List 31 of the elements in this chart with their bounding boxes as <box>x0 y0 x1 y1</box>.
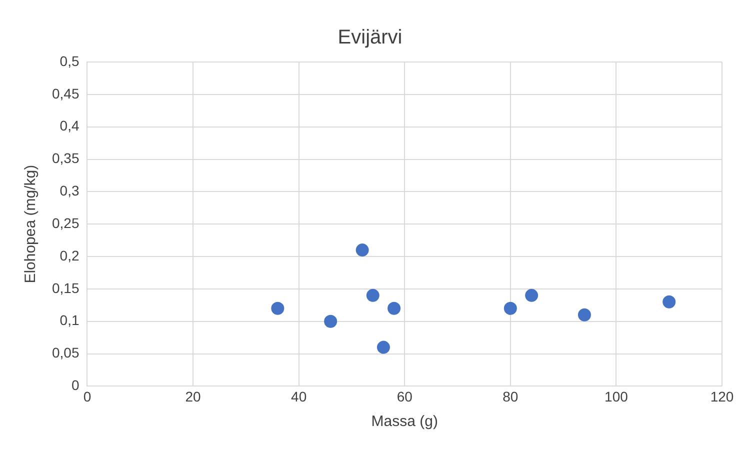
chart-title: Evijärvi <box>338 26 402 49</box>
x-tick-label: 0 <box>83 388 92 404</box>
point <box>366 288 380 302</box>
y-axis-title: Elohopea (mg/kg) <box>22 164 40 284</box>
point <box>356 244 369 257</box>
x-axis-title: Massa (g) <box>371 413 438 430</box>
y-tick-label: 0,2 <box>60 247 80 264</box>
x-tick-label: 100 <box>604 388 628 404</box>
y-tick-label: 0 <box>71 377 80 394</box>
point <box>376 340 390 354</box>
x-tick-label: 60 <box>396 388 413 404</box>
y-tick-label: 0,3 <box>60 182 80 199</box>
point <box>388 302 401 315</box>
point <box>662 295 676 308</box>
y-tick-label: 0,05 <box>52 344 80 361</box>
x-tick-label: 80 <box>502 388 518 404</box>
point <box>324 314 338 328</box>
y-tick-label: 0,25 <box>52 214 80 231</box>
y-tick-label: 0,15 <box>52 280 80 296</box>
y-tick-label: 0,4 <box>60 118 80 134</box>
y-tick-label: 0,35 <box>52 150 80 166</box>
y-tick-label: 0,1 <box>60 312 80 328</box>
y-tick-label: 0,5 <box>60 52 80 69</box>
x-tick-label: 20 <box>185 388 202 404</box>
x-tick-label: 40 <box>291 388 307 404</box>
y-tick-label: 0,45 <box>52 85 80 102</box>
point <box>525 288 538 302</box>
point <box>271 302 284 315</box>
x-tick-label: 120 <box>710 388 734 404</box>
point <box>578 308 591 322</box>
point <box>504 302 517 315</box>
